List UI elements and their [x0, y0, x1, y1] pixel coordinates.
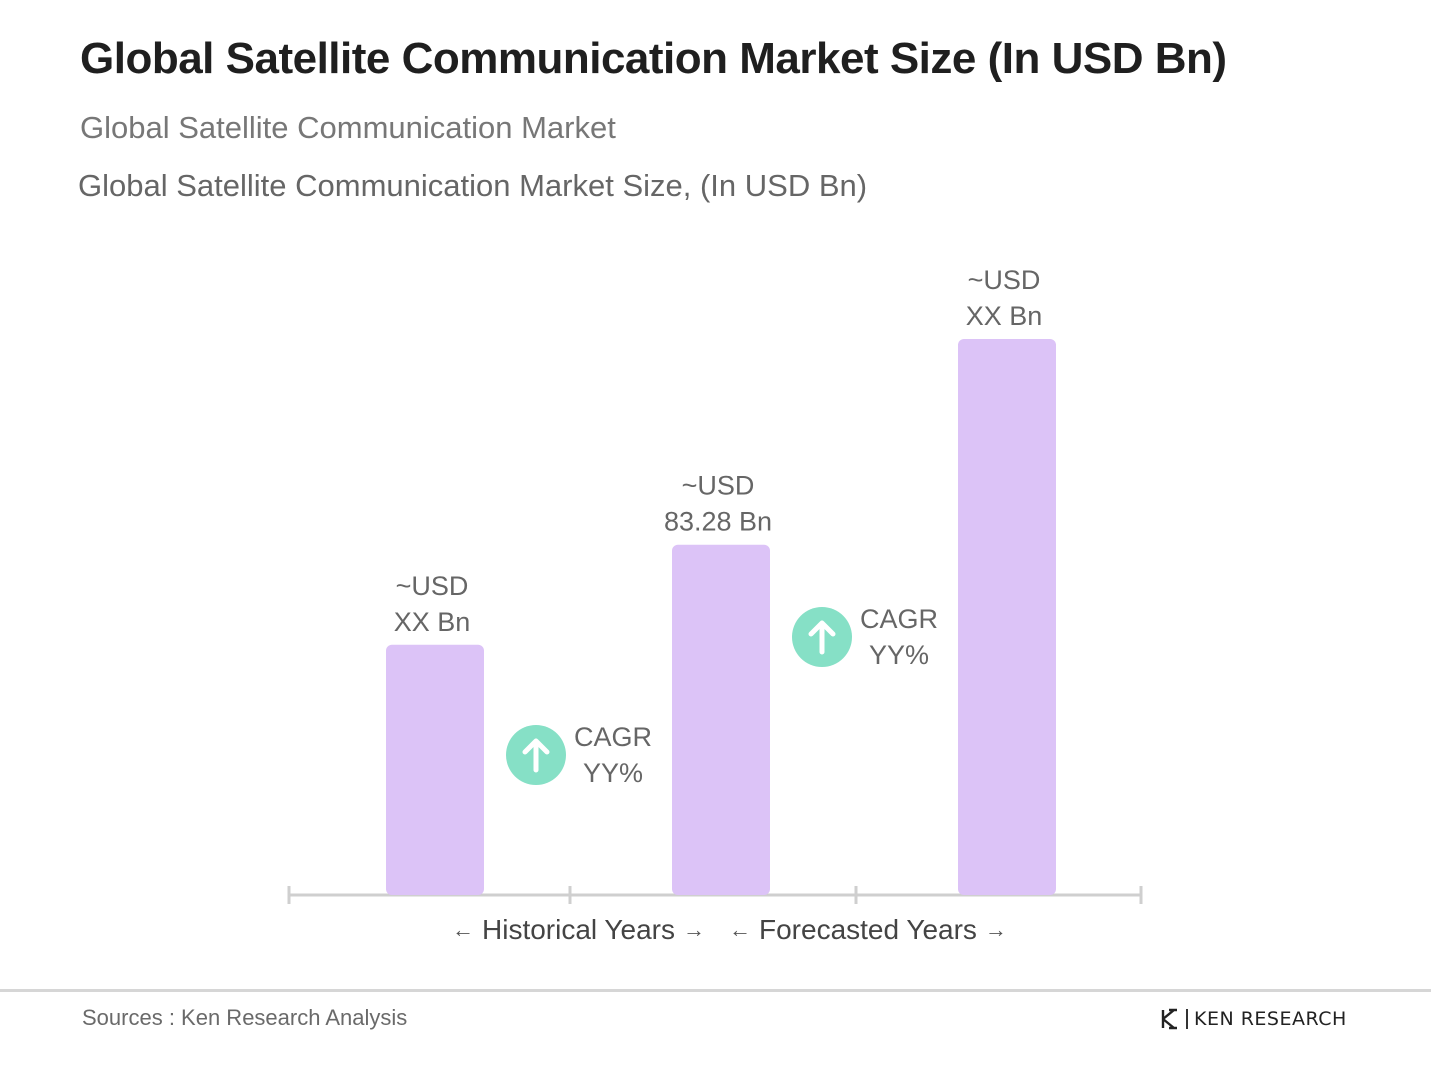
cagr-arrow-glyph [522, 738, 550, 773]
cagr-2-text-line-1: CAGR [860, 604, 938, 634]
cagr-1-text-line-1: CAGR [574, 722, 652, 752]
forecasted-years-label: ← Forecasted Years → [729, 914, 1007, 946]
forecasted-years-text: Forecasted Years [759, 914, 977, 945]
logo-text: KEN RESEARCH [1194, 1008, 1347, 1030]
bar-2-label-line-2: 83.28 Bn [664, 507, 772, 537]
bar-1-label-line-2: XX Bn [394, 607, 471, 637]
bar-3-label-line-2: XX Bn [966, 301, 1043, 331]
ken-research-logo-icon [1161, 1008, 1177, 1030]
arrow-right-icon: → [984, 917, 1007, 942]
bar-1-label-line-1: ~USD [396, 571, 469, 601]
source-note: Sources : Ken Research Analysis [82, 1005, 408, 1030]
historical-years-label: ← Historical Years → [452, 914, 705, 946]
cagr-2-text-line-2: YY% [869, 640, 929, 670]
cagr-1-text-line-2: YY% [583, 758, 643, 788]
chart-subtitle-secondary: Global Satellite Communication Market Si… [78, 168, 868, 203]
chart-title: Global Satellite Communication Market Si… [80, 34, 1227, 83]
cagr-arrow-glyph [808, 620, 836, 655]
bar-3-label-line-1: ~USD [968, 265, 1041, 295]
ken-research-logo: KEN RESEARCH [1160, 1008, 1347, 1030]
historical-years-text: Historical Years [482, 914, 675, 945]
chart-subtitle: Global Satellite Communication Market [80, 110, 616, 145]
arrow-left-icon: ← [452, 917, 474, 942]
arrow-right-icon: → [682, 917, 705, 942]
bar-2-label-line-1: ~USD [682, 471, 755, 501]
bar-3 [958, 339, 1056, 895]
bar-1 [386, 644, 484, 895]
arrow-left-icon: ← [729, 917, 751, 942]
footer-divider [0, 989, 1431, 992]
logo-separator [1186, 1009, 1188, 1029]
bar-2 [672, 544, 770, 895]
